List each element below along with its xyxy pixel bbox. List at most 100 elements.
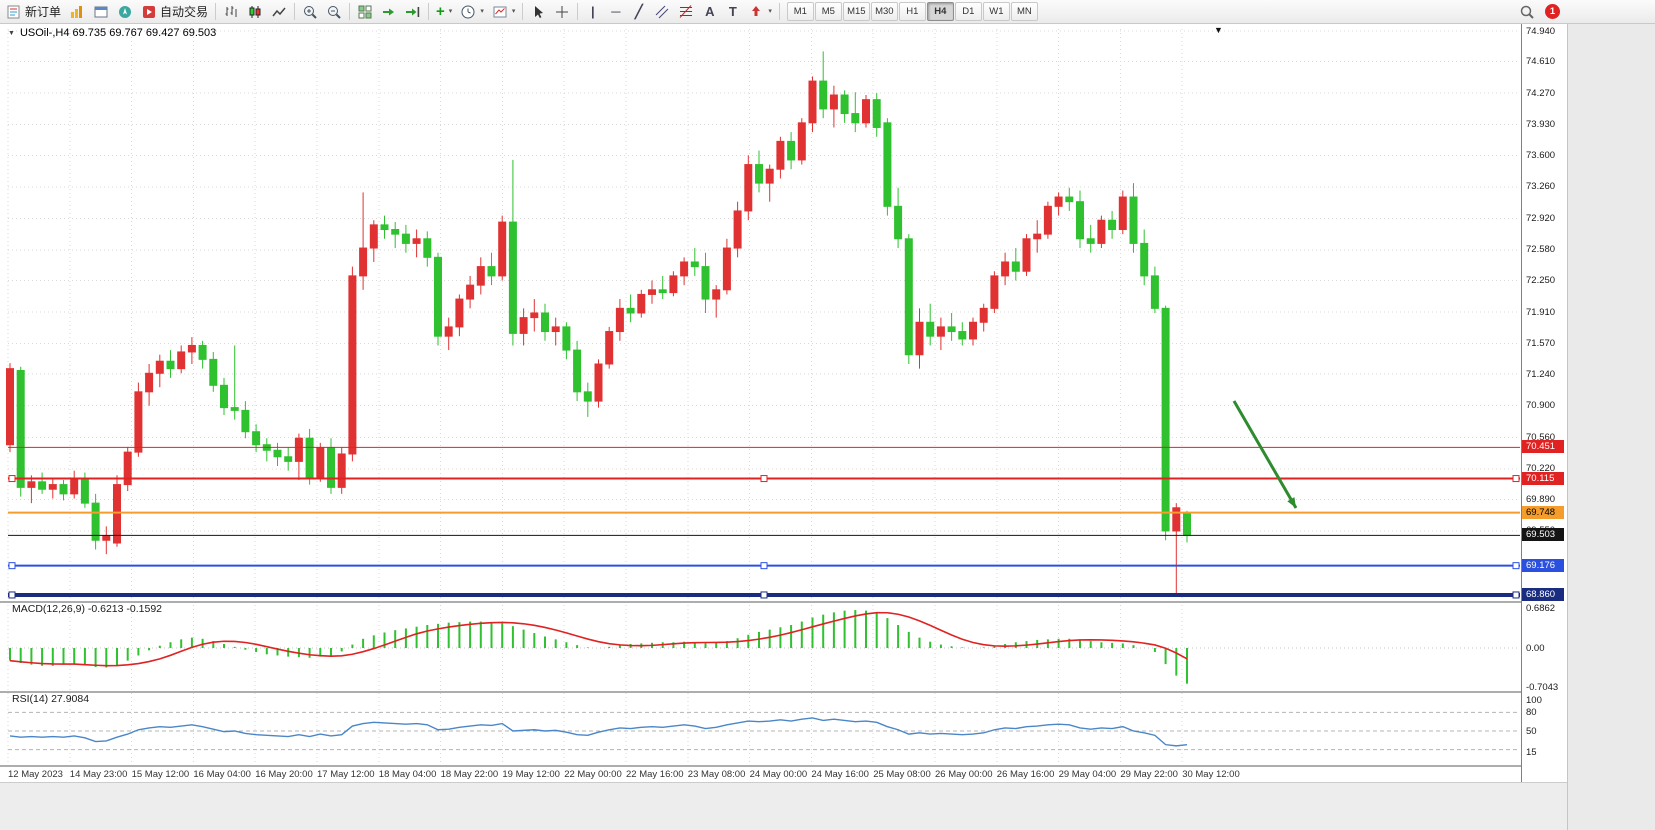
text-icon: A [705, 4, 715, 19]
axis-label: 74.610 [1526, 56, 1556, 68]
auto-trading-icon [143, 5, 156, 18]
line-handle[interactable] [760, 591, 768, 599]
cursor-button[interactable] [526, 1, 550, 22]
line-handle[interactable] [1512, 475, 1520, 483]
periods-button[interactable]: ▾ [456, 1, 488, 22]
trendline-button[interactable]: ╱ [627, 1, 650, 22]
timeframe-button-mn[interactable]: MN [1010, 2, 1038, 21]
arrows-button[interactable]: ▾ [744, 1, 776, 22]
line-handle[interactable] [8, 475, 16, 483]
new-order-button[interactable]: 新订单 [2, 1, 65, 22]
toolbar-separator [522, 3, 524, 20]
grid-layer [7, 29, 1520, 766]
market-watch-button[interactable] [65, 1, 89, 22]
price-axis[interactable]: 74.940 74.610 74.270 73.930 73.600 73.260 72.9… [1521, 24, 1566, 782]
market-watch-icon [71, 5, 83, 18]
toolbar-separator [294, 3, 296, 20]
axis-price-badge: 68.860 [1522, 587, 1564, 601]
text-button[interactable]: A [698, 1, 721, 22]
zoom-in-button[interactable] [298, 1, 322, 22]
horizontal-line-icon: ─ [611, 4, 621, 19]
channel-button[interactable] [650, 1, 674, 22]
horizontal-line-button[interactable]: ─ [604, 1, 627, 22]
toolbar-separator [428, 3, 430, 20]
indicators-icon: + [436, 3, 445, 20]
axis-label: 72.250 [1526, 275, 1556, 287]
right-empty-panel [1567, 24, 1655, 830]
line-chart-button[interactable] [267, 1, 291, 22]
template-icon [493, 6, 507, 17]
timeframe-button-w1[interactable]: W1 [982, 2, 1010, 21]
crosshair-icon [556, 5, 569, 18]
axis-label: 80 [1526, 706, 1537, 718]
bar-chart-button[interactable] [219, 1, 243, 22]
timeframe-button-m30[interactable]: M30 [870, 2, 898, 21]
line-handle[interactable] [760, 475, 768, 483]
indicators-button[interactable]: + ▾ [432, 1, 456, 22]
chart-window [0, 24, 1522, 782]
arrow-object-icon [752, 5, 761, 16]
rsi-line [9, 717, 1188, 747]
text-label-icon: T [728, 4, 737, 19]
navigator-button[interactable] [113, 1, 137, 22]
chart-shift-icon [406, 6, 420, 17]
zoom-out-button[interactable] [322, 1, 346, 22]
vertical-line-icon: | [591, 4, 595, 19]
chevron-down-icon: ▾ [448, 8, 453, 15]
trend-arrow-annotation[interactable] [1232, 400, 1298, 509]
crosshair-button[interactable] [550, 1, 574, 22]
axis-label: 71.240 [1526, 368, 1556, 380]
new-order-label: 新订单 [25, 5, 62, 19]
timeframe-button-d1[interactable]: D1 [954, 2, 982, 21]
templates-button[interactable]: ▾ [488, 1, 520, 22]
text-label-button[interactable]: T [721, 1, 744, 22]
axis-label: 71.570 [1526, 338, 1556, 350]
navigator-icon [119, 5, 132, 18]
toolbar: 新订单 自动交易 + ▾ ▾ [0, 0, 1655, 24]
timeframe-button-h4[interactable]: H4 [926, 2, 954, 21]
tile-windows-button[interactable] [353, 1, 377, 22]
chevron-down-icon: ▾ [768, 8, 772, 15]
line-handle[interactable] [8, 591, 16, 599]
window-footer [0, 782, 1567, 830]
candlestick-chart-button[interactable] [243, 1, 267, 22]
fibonacci-icon [679, 4, 693, 18]
trendline-icon: ╱ [634, 4, 643, 19]
axis-label: 70.900 [1526, 400, 1556, 412]
toolbar-separator [215, 3, 217, 20]
timeframe-button-m5[interactable]: M5 [814, 2, 842, 21]
toolbar-separator [778, 3, 780, 20]
search-icon [1520, 5, 1534, 19]
chart-shift-button[interactable] [401, 1, 425, 22]
zoom-out-icon [328, 5, 341, 19]
axis-label: 100 [1526, 694, 1542, 706]
search-button[interactable] [1515, 1, 1539, 22]
auto-scroll-icon [383, 8, 395, 15]
toolbar-separator [349, 3, 351, 20]
axis-price-badge: 69.503 [1522, 528, 1564, 542]
line-handle[interactable] [1512, 562, 1520, 570]
axis-label: 74.940 [1526, 25, 1556, 37]
notification-badge[interactable]: 1 [1545, 4, 1560, 19]
timeframe-button-m15[interactable]: M15 [842, 2, 870, 21]
line-handle[interactable] [8, 562, 16, 570]
axis-label: 0.6862 [1526, 602, 1556, 614]
timeframe-button-m1[interactable]: M1 [786, 2, 814, 21]
data-window-button[interactable] [89, 1, 113, 22]
chart-canvas[interactable] [0, 24, 1522, 782]
timeframe-button-h1[interactable]: H1 [898, 2, 926, 21]
auto-trading-button[interactable]: 自动交易 [137, 1, 212, 22]
axis-price-badge: 70.115 [1522, 471, 1564, 485]
axis-price-badge: 69.176 [1522, 558, 1564, 572]
trend-arrow-head [1287, 497, 1296, 508]
vertical-line-button[interactable]: | [581, 1, 604, 22]
line-handle[interactable] [760, 562, 768, 570]
auto-scroll-button[interactable] [377, 1, 401, 22]
zoom-in-icon [304, 5, 317, 19]
fibonacci-button[interactable] [674, 1, 698, 22]
candles-layer [6, 51, 1191, 595]
axis-label: 73.260 [1526, 181, 1556, 193]
timeframe-group: M1 M5 M15 M30 H1 H4 D1 W1 MN [786, 2, 1038, 21]
line-handle[interactable] [1512, 591, 1520, 599]
candlestick-chart-icon [249, 5, 261, 18]
